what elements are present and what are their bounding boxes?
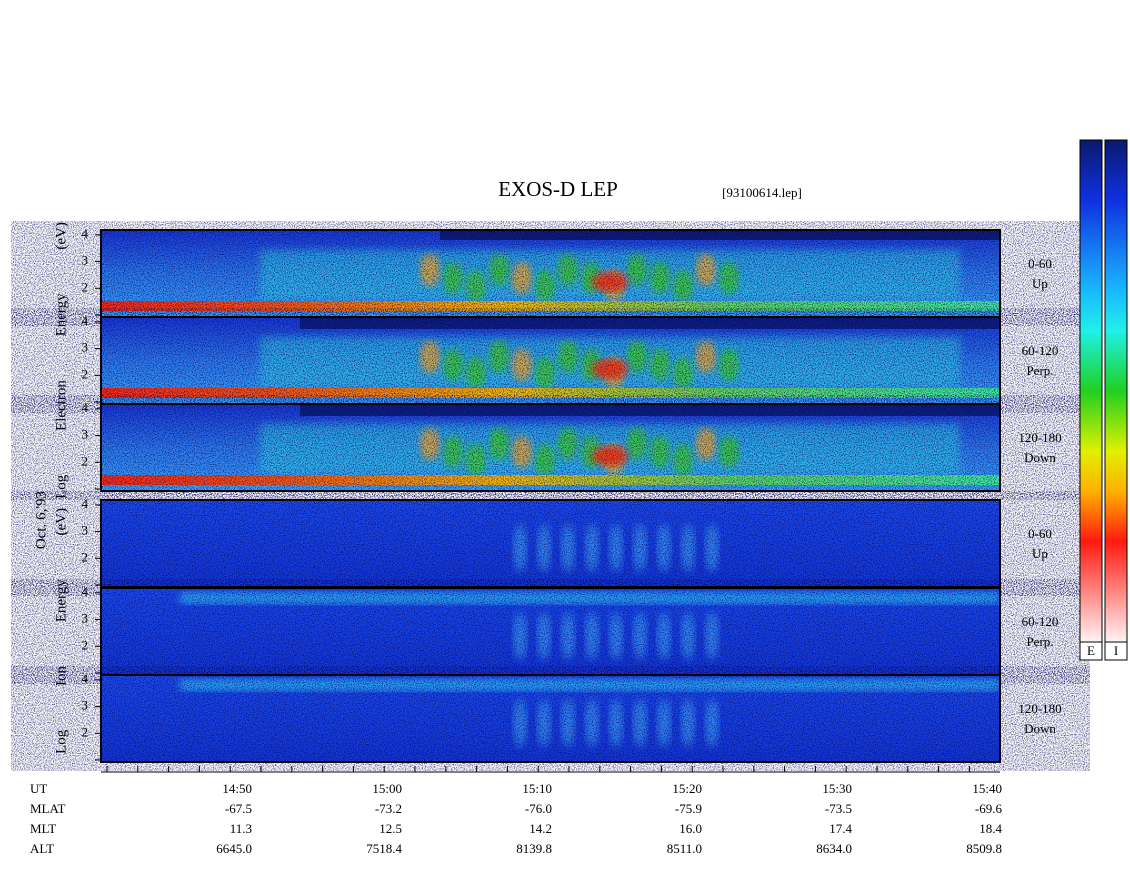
- y-tick-label: 3: [82, 698, 89, 713]
- y-tick-label: 4: [82, 496, 89, 511]
- orbit-value: -67.5: [225, 801, 252, 816]
- y-tick-label: 4: [82, 313, 89, 328]
- panel-range: 60-120: [1022, 343, 1059, 358]
- orbit-value: 15:10: [522, 781, 552, 796]
- orbit-row-label: ALT: [30, 841, 54, 856]
- color-bar-label-box: [1104, 641, 1128, 661]
- noise: [101, 588, 1000, 675]
- panel-range: 0-60: [1028, 526, 1052, 541]
- noise: [101, 675, 1000, 762]
- orbit-value: 14.2: [529, 821, 552, 836]
- noise: [101, 404, 1000, 491]
- orbit-value: -69.6: [975, 801, 1003, 816]
- panel-range: 120-180: [1018, 430, 1061, 445]
- orbit-value: -73.2: [375, 801, 402, 816]
- y-tick-label: 2: [82, 453, 89, 468]
- orbit-value: 8511.0: [667, 841, 702, 856]
- y-tick-label: 4: [82, 671, 89, 686]
- orbit-value: 15:40: [972, 781, 1002, 796]
- panel-direction: Perp.: [1026, 363, 1053, 378]
- color-bar-label: E: [1087, 643, 1095, 658]
- orbit-value: 11.3: [230, 821, 252, 836]
- orbit-value: 7518.4: [366, 841, 402, 856]
- orbit-value: 14:50: [222, 781, 252, 796]
- orbit-value: 12.5: [379, 821, 402, 836]
- y-tick-label: 4: [82, 226, 89, 241]
- orbit-value: 8634.0: [816, 841, 852, 856]
- noise: [101, 317, 1000, 404]
- y-tick-label: 4: [82, 400, 89, 415]
- panel-direction: Down: [1024, 721, 1056, 736]
- date-label: Oct. 6,'93: [33, 491, 49, 549]
- orbit-value: 16.0: [679, 821, 702, 836]
- orbit-value: 15:30: [822, 781, 852, 796]
- orbit-value: 15:00: [372, 781, 402, 796]
- orbit-value: -73.5: [825, 801, 852, 816]
- orbit-value: 18.4: [979, 821, 1002, 836]
- panel-direction: Up: [1032, 546, 1048, 561]
- panel-direction: Down: [1024, 450, 1056, 465]
- panel-range: 0-60: [1028, 256, 1052, 271]
- panel-range: 60-120: [1022, 614, 1059, 629]
- y-tick-label: 3: [82, 611, 89, 626]
- color-bar: [1079, 139, 1103, 643]
- noise: [101, 230, 1000, 317]
- y-tick-label: 4: [82, 584, 89, 599]
- panel-range: 120-180: [1018, 701, 1061, 716]
- y-tick-label: 2: [82, 549, 89, 564]
- panel-frame: [100, 403, 1001, 492]
- y-axis-label: Log Electron Energy (eV): [53, 222, 69, 499]
- orbit-value: 17.4: [829, 821, 852, 836]
- orbit-value: -75.9: [675, 801, 702, 816]
- y-tick-label: 3: [82, 253, 89, 268]
- y-tick-label: 3: [82, 427, 89, 442]
- y-tick-label: 2: [82, 279, 89, 294]
- orbit-row-label: MLAT: [30, 801, 65, 816]
- y-tick-label: 3: [82, 340, 89, 355]
- panel-frame: [100, 674, 1001, 763]
- orbit-value: -76.0: [525, 801, 552, 816]
- noise: [101, 500, 1000, 587]
- file-name: [93100614.lep]: [722, 185, 802, 200]
- y-tick-label: 2: [82, 637, 89, 652]
- orbit-value: 8139.8: [516, 841, 552, 856]
- color-bar-label: I: [1114, 643, 1118, 658]
- panel-direction: Perp.: [1026, 634, 1053, 649]
- y-tick-label: 3: [82, 523, 89, 538]
- orbit-value: 8509.8: [966, 841, 1002, 856]
- orbit-row-label: UT: [30, 781, 47, 796]
- y-tick-label: 2: [82, 724, 89, 739]
- y-axis-label: Log Ion Energy (eV): [53, 508, 69, 754]
- orbit-value: 15:20: [672, 781, 702, 796]
- orbit-row-label: MLT: [30, 821, 56, 836]
- color-bar-label-box: [1079, 641, 1103, 661]
- title: EXOS-D LEP: [498, 177, 618, 201]
- panel-direction: Up: [1032, 276, 1048, 291]
- color-bar: [1104, 139, 1128, 643]
- orbit-value: 6645.0: [216, 841, 252, 856]
- y-tick-label: 2: [82, 366, 89, 381]
